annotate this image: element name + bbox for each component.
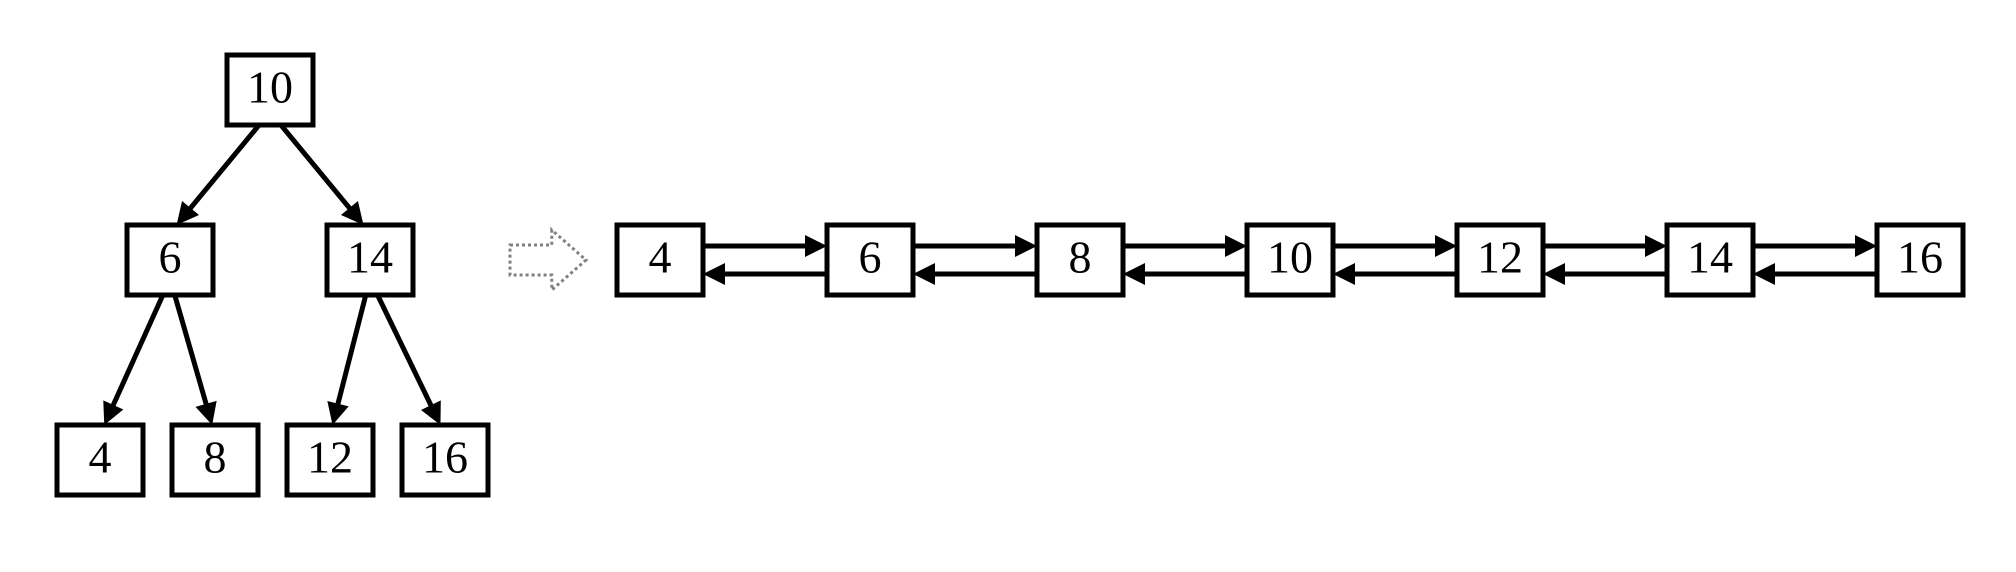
list-node-14: 14 [1667,225,1753,295]
list-node-16-label: 16 [1897,232,1943,283]
list-edge-forward [1753,235,1877,257]
tree-node-14-label: 14 [347,232,393,283]
list-edge-forward [703,235,827,257]
list-edge-forward [1333,235,1457,257]
transform-arrow-icon [510,230,586,290]
list-edge-backward [913,263,1037,285]
list-edge-backward [1753,263,1877,285]
list-edge-backward [703,263,827,285]
list-edge-backward [1123,263,1247,285]
list-node-4: 4 [617,225,703,295]
list-edge-backward [1333,263,1457,285]
tree-node-16: 16 [402,425,488,495]
list-edge-forward [1543,235,1667,257]
tree-node-14: 14 [327,225,413,295]
tree-edge [103,295,163,425]
tree-node-10-label: 10 [247,62,293,113]
list-node-14-label: 14 [1687,232,1733,283]
list-node-8: 8 [1037,225,1123,295]
tree-edge [378,295,441,425]
list-edge-forward [913,235,1037,257]
tree-node-12-label: 12 [307,432,353,483]
list-node-12-label: 12 [1477,232,1523,283]
list-node-6: 6 [827,225,913,295]
tree-node-16-label: 16 [422,432,468,483]
diagram-canvas: 10 6 14 4 8 12 16 4 6 8 10 12 14 16 [0,0,2016,572]
list-edge-backward [1543,263,1667,285]
list-node-8-label: 8 [1069,232,1092,283]
tree-edge [327,295,365,425]
list-node-16: 16 [1877,225,1963,295]
list-edge-forward [1123,235,1247,257]
tree-node-8: 8 [172,425,258,495]
tree-node-6: 6 [127,225,213,295]
list-node-6-label: 6 [859,232,882,283]
tree-node-4: 4 [57,425,143,495]
tree-node-8-label: 8 [204,432,227,483]
tree-edge [177,125,260,225]
tree-edge [175,295,217,425]
list-node-4-label: 4 [649,232,672,283]
list-node-10-label: 10 [1267,232,1313,283]
tree-node-6-label: 6 [159,232,182,283]
tree-node-4-label: 4 [89,432,112,483]
tree-node-12: 12 [287,425,373,495]
list-node-10: 10 [1247,225,1333,295]
list-node-12: 12 [1457,225,1543,295]
tree-node-10: 10 [227,55,313,125]
tree-edge [281,125,364,225]
